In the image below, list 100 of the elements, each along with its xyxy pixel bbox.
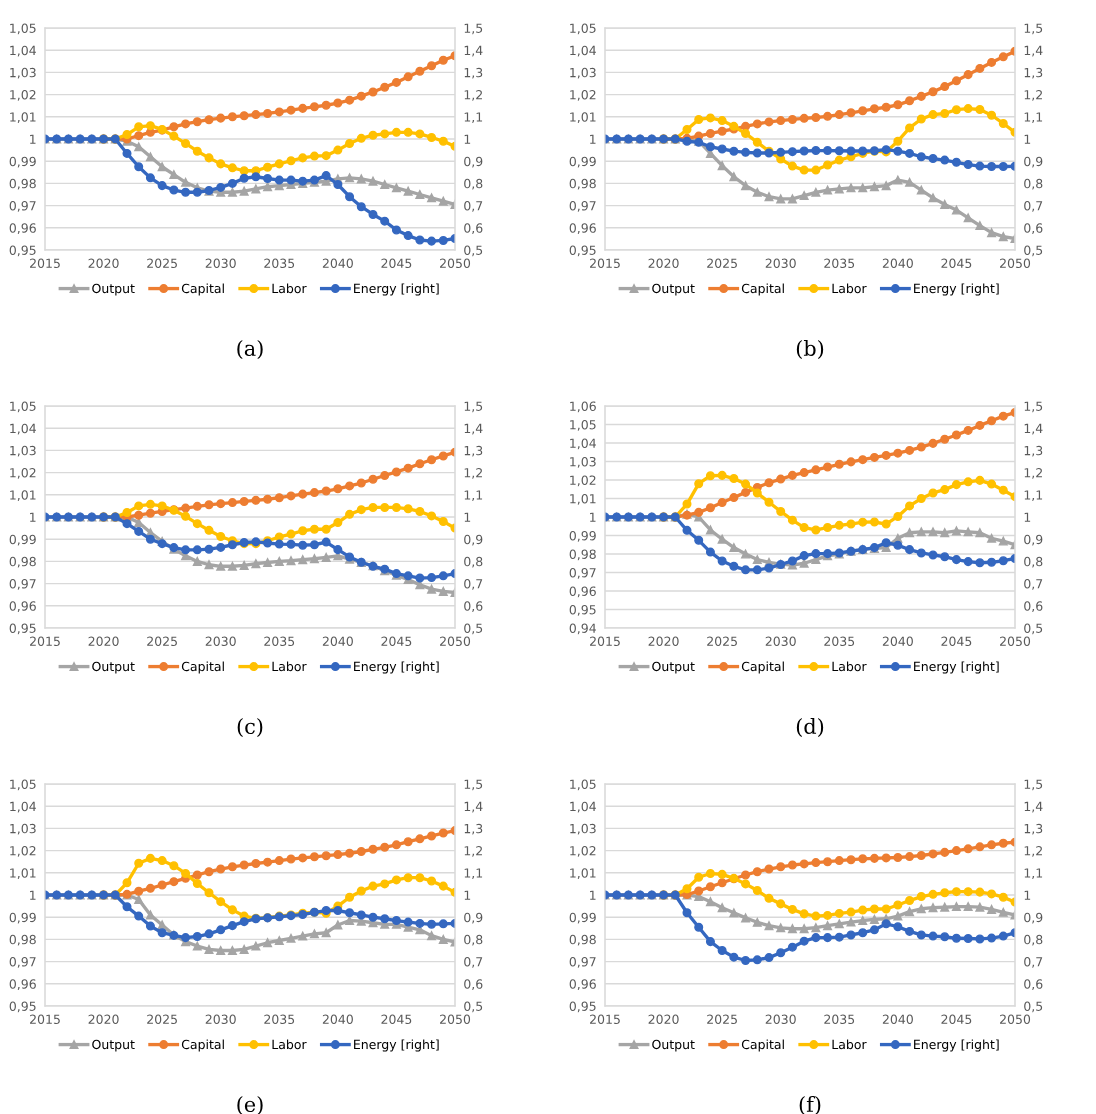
y2-tick-label: 1 — [1024, 512, 1031, 522]
y2-tick-label: 0,5 — [1024, 623, 1043, 635]
x-tick-label: 2045 — [381, 636, 412, 647]
y-tick-label: 0,99 — [9, 156, 36, 168]
y-tick-label: 1 — [30, 512, 36, 522]
text: (b) — [796, 339, 824, 359]
y2-tick-label: 0,5 — [464, 245, 483, 257]
y2-tick-label: 0,6 — [464, 223, 483, 234]
x-tick-label: 2030 — [205, 1014, 236, 1025]
y-tick-label: 1 — [590, 134, 596, 144]
y2-tick-label: 1 — [464, 512, 471, 522]
y-tick-label: 1,04 — [570, 45, 596, 57]
y2-tick-label: 0,7 — [1024, 201, 1043, 212]
y-tick-label: 0,97 — [569, 957, 596, 968]
y2-tick-label: 0,9 — [1024, 912, 1043, 924]
x-tick-label: 2040 — [322, 636, 353, 647]
y-tick-label: 1 — [590, 890, 596, 900]
y2-tick-label: 1 — [1024, 134, 1031, 144]
y-tick-label: 0,96 — [569, 979, 596, 990]
x-tick-label: 2020 — [88, 636, 119, 647]
y-tick-label: 0,95 — [569, 1001, 596, 1013]
x-tick-label: 2025 — [147, 258, 177, 269]
legend-label: Capital — [181, 1039, 224, 1052]
legend-label: Capital — [741, 1039, 784, 1052]
y-tick-label: 1,04 — [570, 438, 596, 450]
y-tick-label: 1,05 — [570, 23, 596, 35]
legend-label: Output — [652, 1039, 695, 1052]
y2-tick-label: 1,5 — [464, 401, 483, 413]
y2-tick-label: 0,8 — [464, 934, 483, 946]
y2-tick-label: 1,2 — [464, 90, 482, 101]
y-tick-label: 1,05 — [10, 401, 36, 413]
y2-tick-label: 1,4 — [1024, 45, 1043, 57]
y2-tick-label: 0,7 — [464, 957, 483, 968]
x-tick-label: 2035 — [264, 1014, 295, 1025]
y2-tick-label: 0,9 — [464, 912, 483, 924]
x-tick-label: 2040 — [322, 1014, 353, 1025]
x-tick-label: 2025 — [147, 1014, 177, 1025]
y-tick-label: 1,03 — [570, 67, 596, 79]
y2-tick-label: 0,8 — [1024, 178, 1043, 190]
y-tick-label: 1,02 — [570, 475, 596, 487]
y2-tick-label: 0,7 — [1024, 957, 1043, 968]
x-tick-label: 2045 — [941, 1014, 972, 1025]
legend-label: Energy [right] — [914, 283, 999, 296]
y-tick-label: 0,96 — [9, 979, 36, 990]
y-tick-label: 0,95 — [569, 245, 596, 257]
y2-tick-label: 1,2 — [1024, 468, 1042, 479]
y2-tick-label: 0,9 — [464, 156, 483, 168]
y2-tick-label: 1,3 — [1024, 823, 1043, 835]
x-tick-label: 2030 — [765, 1014, 796, 1025]
y2-tick-label: 1,5 — [1024, 401, 1043, 413]
x-tick-label: 2050 — [1000, 1014, 1031, 1025]
y2-tick-label: 0,8 — [1024, 934, 1043, 946]
y2-tick-label: 1,1 — [464, 868, 483, 879]
legend-label: Labor — [272, 661, 307, 672]
x-tick-label: 2050 — [1000, 636, 1031, 647]
x-tick-label: 2035 — [264, 636, 295, 647]
y-tick-label: 0,94 — [569, 623, 596, 635]
y-tick-label: 1,05 — [10, 23, 36, 35]
y2-tick-label: 1 — [464, 134, 471, 144]
legend-label: Labor — [832, 1039, 867, 1050]
x-tick-label: 2035 — [824, 636, 855, 647]
x-tick-label: 2015 — [590, 1014, 620, 1025]
y-tick-label: 1 — [30, 134, 36, 144]
x-tick-label: 2040 — [322, 258, 353, 269]
legend-label: Output — [652, 661, 695, 674]
x-tick-label: 2025 — [707, 258, 737, 269]
y-tick-label: 1,02 — [10, 90, 36, 101]
y-tick-label: 0,99 — [569, 156, 596, 168]
y-tick-label: 1 — [590, 512, 596, 522]
y2-tick-label: 1,4 — [1024, 801, 1043, 813]
legend-label: Output — [92, 661, 135, 674]
x-tick-label: 2030 — [765, 636, 796, 647]
y2-tick-label: 0,7 — [1024, 579, 1043, 590]
x-tick-label: 2035 — [824, 258, 855, 269]
y-tick-label: 0,98 — [9, 934, 36, 946]
y2-tick-label: 0,9 — [464, 534, 483, 546]
y-tick-label: 1,05 — [570, 779, 596, 791]
y2-tick-label: 1,1 — [464, 490, 483, 501]
x-tick-label: 2015 — [590, 258, 620, 269]
legend-label: Output — [652, 283, 695, 296]
y2-tick-label: 0,5 — [464, 623, 483, 635]
y2-tick-label: 1,3 — [464, 823, 483, 835]
x-tick-label: 2040 — [882, 1014, 913, 1025]
y2-tick-label: 1,5 — [464, 23, 483, 35]
y2-tick-label: 0,8 — [464, 178, 483, 190]
x-tick-label: 2015 — [30, 258, 60, 269]
legend-label: Output — [92, 1039, 135, 1052]
y-tick-label: 0,95 — [569, 604, 596, 616]
y-tick-label: 1,01 — [570, 868, 596, 879]
x-tick-label: 2045 — [941, 258, 972, 269]
y-tick-label: 0,98 — [569, 934, 596, 946]
legend-label: Energy [right] — [354, 661, 439, 674]
y2-tick-label: 1,4 — [1024, 423, 1043, 435]
y-tick-label: 1,01 — [570, 493, 596, 505]
y-tick-label: 1,01 — [10, 112, 36, 123]
y-tick-label: 0,98 — [569, 178, 596, 190]
y2-tick-label: 1,3 — [464, 67, 483, 79]
x-tick-label: 2050 — [440, 258, 471, 269]
y-tick-label: 1,01 — [10, 868, 36, 879]
y2-tick-label: 0,6 — [1024, 223, 1043, 234]
